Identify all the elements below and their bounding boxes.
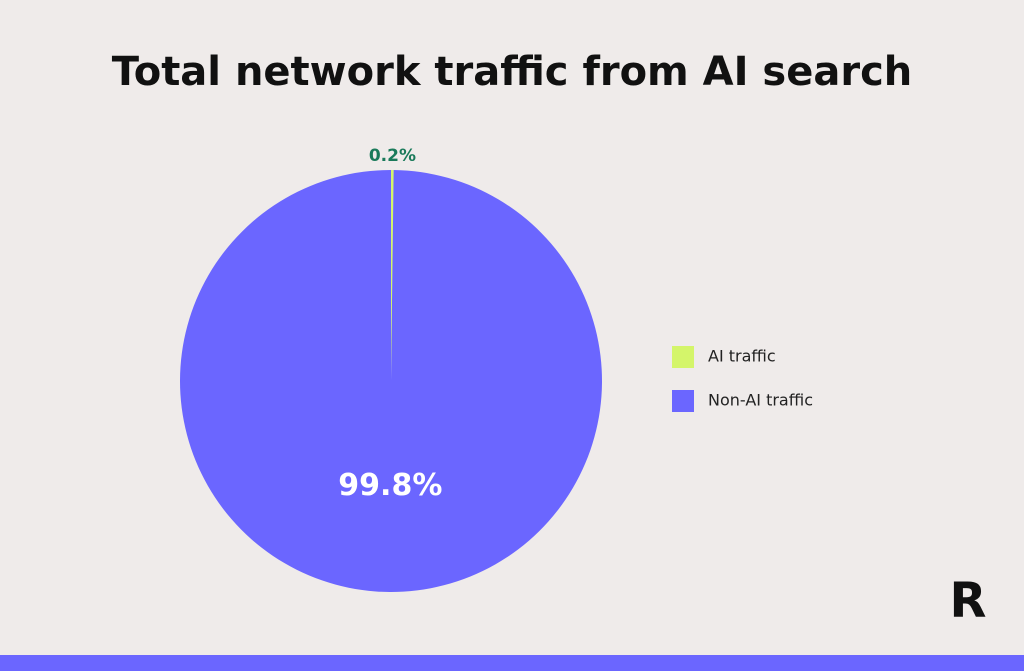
pie-slice	[391, 170, 394, 381]
logo: R	[950, 573, 987, 629]
legend-label: Non-AI traffic	[708, 391, 813, 410]
data-label: 0.2%	[369, 146, 416, 166]
legend-swatch	[672, 346, 694, 368]
pie-slice	[179, 170, 602, 592]
legend-swatch	[672, 390, 694, 412]
data-label: 99.8%	[338, 468, 442, 503]
chart-title: Total network traffic from AI search	[112, 49, 913, 95]
footer-bar	[0, 655, 1024, 671]
legend-label: AI traffic	[708, 347, 776, 366]
